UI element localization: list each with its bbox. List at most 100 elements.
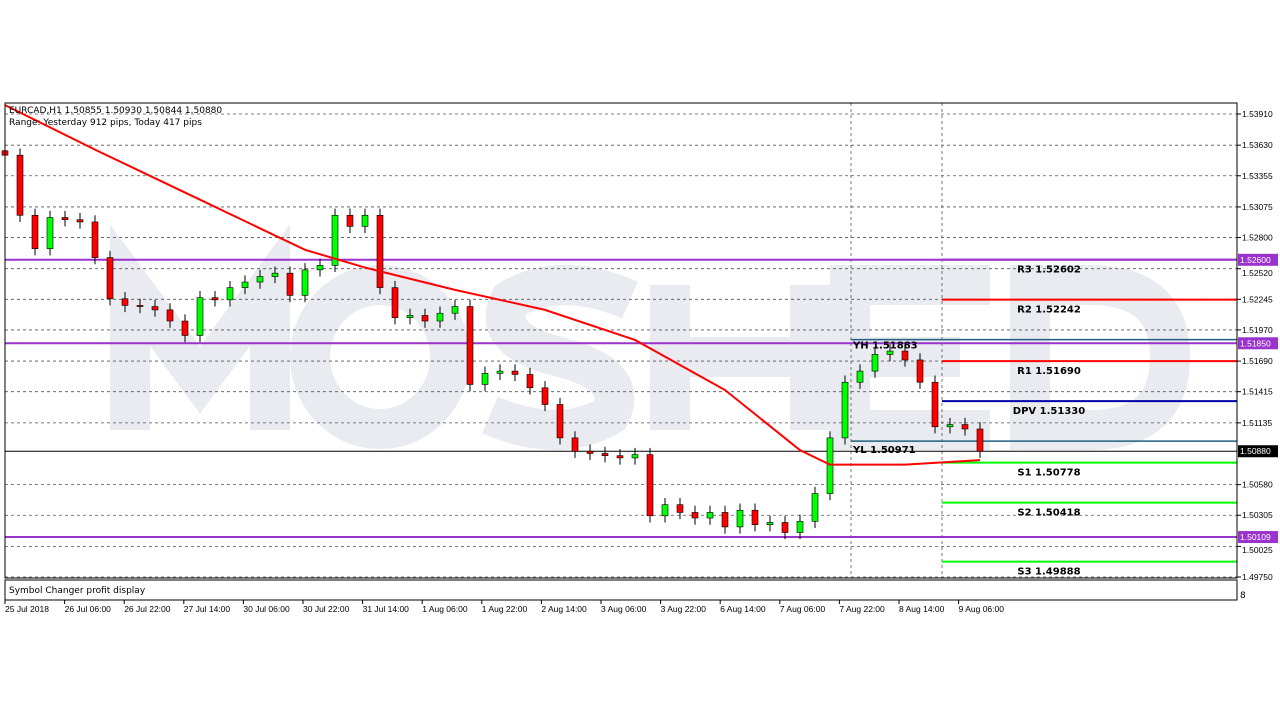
bear-candle — [181, 320, 189, 336]
bull-candle — [841, 381, 849, 439]
price-tag — [1238, 337, 1278, 350]
bear-candle — [121, 298, 129, 306]
bear-candle — [346, 214, 354, 227]
pivot-label: S3 1.49888 — [1017, 567, 1080, 578]
x-tick-label: 26 Jul 06:00 — [65, 604, 112, 614]
x-tick-label: 8 Aug 14:00 — [899, 604, 945, 614]
bear-candle — [931, 381, 939, 428]
bear-candle — [556, 404, 564, 439]
bear-candle — [751, 509, 759, 525]
bear-candle — [136, 305, 144, 307]
bear-candle — [526, 374, 534, 389]
indicator-axis-mark: 8 — [1240, 591, 1246, 601]
y-tick-label: 1.52520 — [1242, 268, 1273, 278]
bull-candle — [406, 315, 414, 318]
bear-candle — [511, 370, 519, 375]
level-lines: YH 1.51883 YL 1.50971 R3 1.52602 R2 1.52242… — [5, 258, 1237, 578]
bull-candle — [496, 370, 504, 374]
bull-candle — [226, 287, 234, 301]
bear-candle — [76, 219, 84, 223]
bear-candle — [676, 504, 684, 513]
x-tick-label: 7 Aug 22:00 — [839, 604, 885, 614]
y-tick-label: 1.50580 — [1242, 480, 1273, 490]
x-tick-label: 7 Aug 06:00 — [780, 604, 826, 614]
price-tag-label: 1.50880 — [1240, 446, 1271, 456]
bear-candle — [601, 453, 609, 456]
x-tick-label: 1 Aug 06:00 — [422, 604, 468, 614]
bull-candle — [946, 424, 954, 428]
chart-frame — [4, 102, 1238, 579]
y-tick-label: 1.53075 — [1242, 202, 1273, 212]
x-tick-label: 27 Jul 14:00 — [184, 604, 231, 614]
y-tick-label: 1.51690 — [1242, 356, 1273, 366]
bear-candle — [781, 522, 789, 533]
bull-candle — [631, 454, 639, 459]
bear-candle — [151, 306, 159, 311]
y-tick-label: 1.53910 — [1242, 109, 1273, 119]
watermark-letter — [290, 265, 471, 449]
bull-candle — [871, 354, 879, 372]
indicator-panel — [4, 579, 1238, 601]
pivot-label: R1 1.51690 — [1017, 366, 1081, 377]
bear-candle — [541, 387, 549, 405]
bear-candle — [976, 428, 984, 452]
price-tag — [1238, 253, 1278, 266]
price-tag-label: 1.52600 — [1240, 255, 1271, 265]
watermark-letter — [650, 285, 830, 430]
bear-candle — [61, 217, 69, 221]
pivot-label: R2 1.52242 — [1017, 305, 1081, 316]
bear-candle — [466, 306, 474, 385]
range-text: Range: Yesterday 912 pips, Today 417 pip… — [9, 118, 202, 128]
candles — [1, 144, 984, 540]
bull-candle — [736, 509, 744, 528]
x-tick-label: 3 Aug 06:00 — [601, 604, 647, 614]
bear-candle — [391, 287, 399, 318]
bear-candle — [91, 221, 99, 258]
x-tick-label: 2 Aug 14:00 — [541, 604, 587, 614]
bull-candle — [856, 370, 864, 383]
bear-candle — [31, 214, 39, 249]
bear-candle — [376, 214, 384, 288]
pivot-label: R3 1.52602 — [1017, 265, 1081, 276]
bull-candle — [811, 493, 819, 522]
watermark-letter — [482, 265, 638, 450]
bear-candle — [16, 154, 24, 216]
bear-candle — [586, 450, 594, 454]
bull-candle — [481, 373, 489, 385]
bear-candle — [421, 315, 429, 322]
yesterday-level-label: YL 1.50971 — [852, 445, 916, 456]
bull-candle — [271, 272, 279, 277]
bull-candle — [331, 214, 339, 266]
y-tick-label: 1.51135 — [1242, 418, 1272, 428]
bull-candle — [436, 312, 444, 322]
x-tick-label: 30 Jul 22:00 — [303, 604, 350, 614]
y-tick-label: 1.52245 — [1242, 294, 1273, 304]
pivot-label: DPV 1.51330 — [1013, 406, 1085, 417]
price-axis[interactable]: 1.53910 1.53630 1.53355 1.53075 1.52800 1.525… — [1237, 109, 1278, 582]
symbol-ohlc-text: EURCAD,H1 1.50855 1.50930 1.50844 1.5088… — [9, 106, 222, 116]
bear-candle — [691, 512, 699, 519]
bear-candle — [616, 455, 624, 459]
moving-average-line — [4, 104, 981, 466]
bear-candle — [211, 297, 219, 301]
x-tick-label: 30 Jul 06:00 — [243, 604, 290, 614]
x-tick-label: 26 Jul 22:00 — [124, 604, 171, 614]
time-axis[interactable]: 25 Jul 2018 26 Jul 06:00 26 Jul 22:00 27 Ju… — [4, 600, 1005, 614]
watermark-letter — [1010, 265, 1191, 450]
bull-candle — [241, 281, 249, 288]
x-tick-label: 9 Aug 06:00 — [959, 604, 1005, 614]
y-tick-label: 1.53630 — [1242, 140, 1273, 150]
bull-candle — [796, 521, 804, 533]
x-tick-label: 25 Jul 2018 — [5, 604, 49, 614]
bear-candle — [961, 424, 969, 430]
bull-candle — [661, 504, 669, 517]
bear-candle — [286, 272, 294, 296]
bear-candle — [646, 454, 654, 517]
bull-candle — [886, 350, 894, 355]
y-tick-label: 1.51970 — [1242, 325, 1273, 335]
y-tick-label: 1.50025 — [1242, 545, 1273, 555]
indicator-panel-label: Symbol Changer profit display — [9, 586, 146, 596]
price-tag — [1238, 445, 1278, 458]
bull-candle — [196, 297, 204, 336]
